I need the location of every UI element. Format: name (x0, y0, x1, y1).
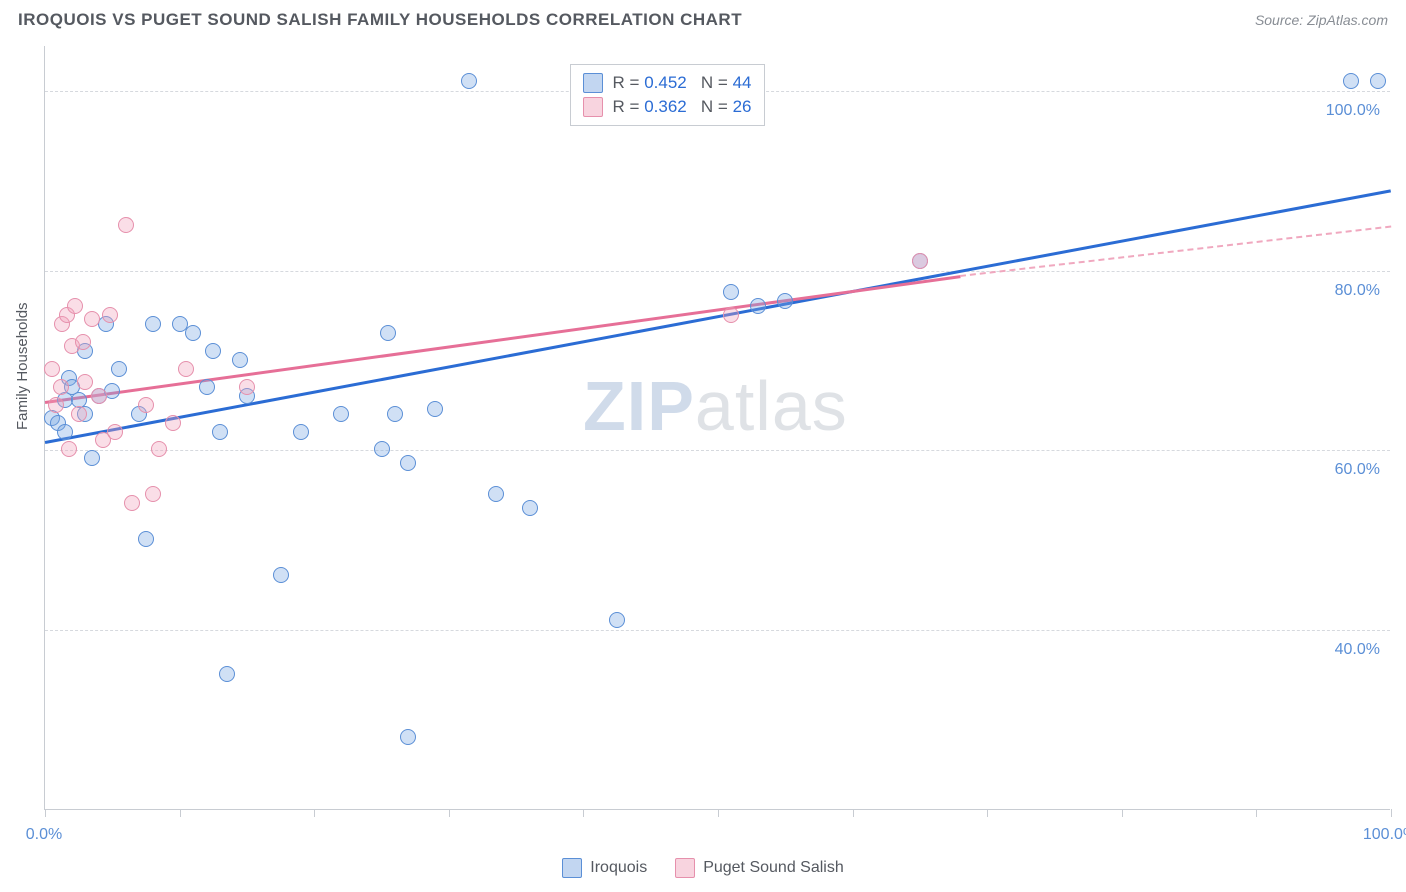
chart-title: IROQUOIS VS PUGET SOUND SALISH FAMILY HO… (18, 10, 742, 30)
data-point (522, 500, 538, 516)
data-point (48, 397, 64, 413)
y-tick-label: 60.0% (1335, 461, 1380, 479)
data-point (75, 334, 91, 350)
stats-legend: R = 0.452 N = 44 R = 0.362 N = 26 (570, 64, 765, 126)
data-point (91, 388, 107, 404)
data-point (185, 325, 201, 341)
data-point (138, 397, 154, 413)
x-tick (853, 809, 854, 817)
data-point (77, 374, 93, 390)
data-point (333, 406, 349, 422)
data-point (145, 486, 161, 502)
data-point (723, 307, 739, 323)
data-point (723, 284, 739, 300)
y-axis-label: Family Households (14, 302, 31, 430)
legend-swatch (583, 73, 603, 93)
x-tick (180, 809, 181, 817)
data-point (609, 612, 625, 628)
legend-swatch (562, 858, 582, 878)
data-point (111, 361, 127, 377)
x-tick (1391, 809, 1392, 817)
data-point (205, 343, 221, 359)
x-tick (314, 809, 315, 817)
x-tick (1256, 809, 1257, 817)
x-tick (1122, 809, 1123, 817)
data-point (199, 379, 215, 395)
data-point (44, 361, 60, 377)
data-point (488, 486, 504, 502)
x-tick-label: 0.0% (26, 826, 62, 844)
data-point (61, 441, 77, 457)
x-tick-label: 100.0% (1363, 826, 1406, 844)
data-point (107, 424, 123, 440)
x-tick (987, 809, 988, 817)
data-point (151, 441, 167, 457)
legend-swatch (583, 97, 603, 117)
data-point (53, 379, 69, 395)
chart-plot-area: ZIPatlas 40.0% 60.0% 80.0% 100.0% R = 0.452 … (44, 46, 1390, 810)
data-point (912, 253, 928, 269)
legend-label: Iroquois (590, 859, 647, 877)
data-point (374, 441, 390, 457)
x-tick (718, 809, 719, 817)
legend-item: Iroquois (562, 858, 647, 878)
y-tick-label: 80.0% (1335, 282, 1380, 300)
data-point (750, 298, 766, 314)
data-point (1343, 73, 1359, 89)
legend-item: Puget Sound Salish (675, 858, 844, 878)
data-point (777, 293, 793, 309)
data-point (138, 531, 154, 547)
data-point (1370, 73, 1386, 89)
data-point (71, 406, 87, 422)
watermark: ZIPatlas (583, 366, 848, 446)
stats-text: R = 0.452 N = 44 (613, 73, 752, 93)
gridline (45, 630, 1390, 631)
data-point (118, 217, 134, 233)
data-point (178, 361, 194, 377)
data-point (212, 424, 228, 440)
gridline (45, 271, 1390, 272)
trend-line (960, 226, 1391, 277)
data-point (165, 415, 181, 431)
stats-row: R = 0.362 N = 26 (583, 95, 752, 119)
data-point (102, 307, 118, 323)
data-point (427, 401, 443, 417)
data-point (461, 73, 477, 89)
x-tick (45, 809, 46, 817)
data-point (273, 567, 289, 583)
stats-row: R = 0.452 N = 44 (583, 71, 752, 95)
data-point (57, 424, 73, 440)
y-tick-label: 40.0% (1335, 641, 1380, 659)
chart-source: Source: ZipAtlas.com (1255, 12, 1388, 28)
x-tick (449, 809, 450, 817)
trend-line (45, 190, 1391, 444)
data-point (380, 325, 396, 341)
data-point (84, 450, 100, 466)
data-point (400, 729, 416, 745)
data-point (124, 495, 140, 511)
chart-header: IROQUOIS VS PUGET SOUND SALISH FAMILY HO… (0, 0, 1406, 36)
legend-swatch (675, 858, 695, 878)
data-point (145, 316, 161, 332)
trend-line (45, 275, 961, 403)
stats-text: R = 0.362 N = 26 (613, 97, 752, 117)
data-point (67, 298, 83, 314)
data-point (84, 311, 100, 327)
data-point (387, 406, 403, 422)
data-point (239, 379, 255, 395)
data-point (400, 455, 416, 471)
x-tick (583, 809, 584, 817)
legend-label: Puget Sound Salish (703, 859, 844, 877)
gridline (45, 450, 1390, 451)
data-point (232, 352, 248, 368)
data-point (293, 424, 309, 440)
bottom-legend: Iroquois Puget Sound Salish (0, 858, 1406, 878)
data-point (219, 666, 235, 682)
y-tick-label: 100.0% (1326, 102, 1380, 120)
